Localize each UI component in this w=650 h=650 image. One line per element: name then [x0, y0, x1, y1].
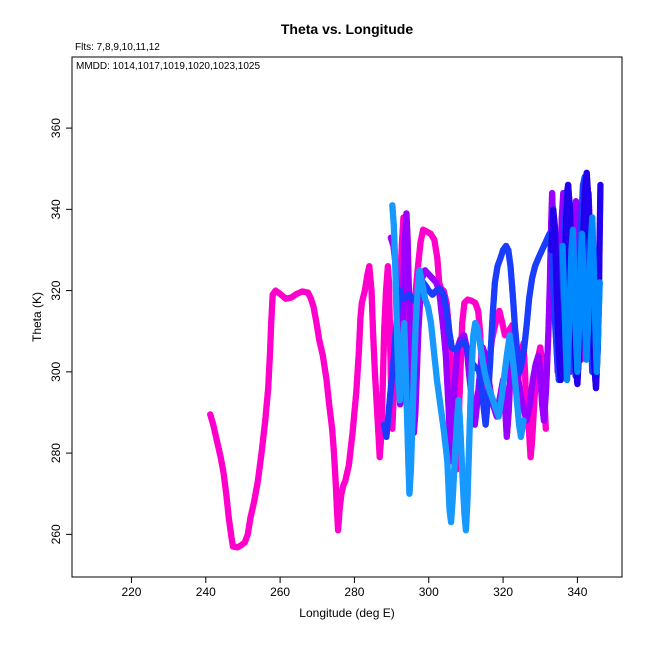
data-points: [207, 169, 604, 551]
mmdd-annotation: MMDD: 1014,1017,1019,1020,1023,1025: [76, 61, 260, 72]
chart-title: Theta vs. Longitude: [281, 21, 413, 37]
flights-subtitle: Flts: 7,8,9,10,11,12: [75, 42, 160, 53]
data-point: [542, 425, 550, 432]
plot-frame: [71, 56, 623, 578]
